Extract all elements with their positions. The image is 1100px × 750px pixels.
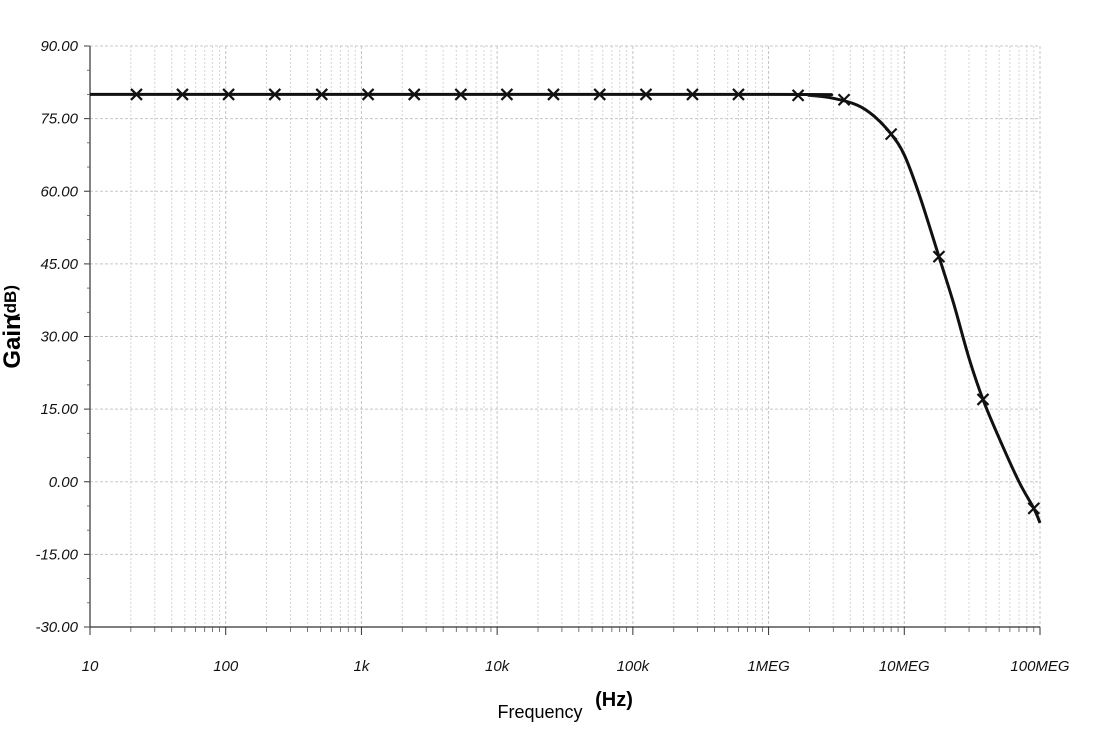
y-tick-label: 90.00 [40, 38, 78, 55]
marker-stroke [791, 89, 805, 102]
marker-stroke [315, 88, 329, 101]
marker-stroke [222, 88, 235, 101]
x-tick-label: 100k [617, 658, 651, 675]
data-point-marker [932, 250, 946, 263]
marker-layer [130, 88, 1041, 515]
y-axis-label: Gain [0, 315, 26, 368]
data-point-marker [361, 88, 375, 101]
marker-stroke [976, 393, 990, 406]
y-tick-label: 15.00 [40, 401, 78, 418]
x-axis-label: Frequency [497, 702, 582, 722]
marker-stroke [932, 250, 946, 263]
marker-stroke [639, 88, 653, 101]
x-tick-label: 10MEG [879, 658, 930, 675]
x-tick-label: 1MEG [747, 658, 790, 675]
marker-stroke [268, 88, 282, 101]
y-axis-unit: (dB) [1, 285, 20, 319]
data-point-marker [222, 88, 235, 101]
y-tick-label: 45.00 [40, 256, 78, 273]
marker-stroke [686, 88, 699, 101]
x-axis-unit: (Hz) [595, 689, 633, 711]
y-tick-label: 30.00 [40, 329, 78, 346]
data-point-marker [593, 88, 607, 101]
data-point-marker [268, 88, 282, 101]
x-tick-label: 100 [213, 658, 239, 675]
marker-stroke [500, 88, 514, 101]
y-tick-label: -30.00 [35, 619, 78, 636]
marker-stroke [732, 88, 745, 101]
y-tick-label: 0.00 [49, 474, 79, 491]
x-tick-labels: 10 100 1k 10k 100k 1MEG 10MEG 100MEG [82, 658, 1070, 675]
data-point-marker [176, 88, 189, 101]
y-tick-label: 60.00 [40, 183, 78, 200]
series-layer [89, 92, 1042, 524]
series-line [89, 92, 1042, 524]
data-point-marker [130, 88, 143, 101]
x-tick-label: 1k [354, 658, 371, 675]
data-point-marker [454, 88, 468, 101]
marker-stroke [1027, 502, 1041, 515]
axes [84, 45, 1041, 635]
data-point-marker [407, 88, 421, 101]
y-tick-label: 75.00 [40, 111, 78, 128]
marker-stroke [837, 93, 851, 107]
marker-stroke [407, 88, 421, 101]
data-point-marker [315, 88, 329, 101]
data-point-marker [547, 88, 560, 101]
marker-stroke [176, 88, 189, 101]
marker-stroke [547, 88, 560, 101]
x-tick-label: 10k [485, 658, 511, 675]
x-tick-label: 100MEG [1010, 658, 1070, 675]
data-point-marker [976, 393, 990, 406]
marker-stroke [130, 88, 143, 101]
data-point-marker [639, 88, 653, 101]
data-point-marker [732, 88, 745, 101]
data-point-marker [1027, 502, 1041, 515]
marker-stroke [454, 88, 468, 101]
y-tick-labels: 90.00 75.00 60.00 45.00 30.00 15.00 0.00 -15.00… [35, 38, 78, 636]
marker-stroke [884, 127, 898, 141]
marker-stroke [361, 88, 375, 101]
data-point-marker [500, 88, 514, 101]
data-point-marker [884, 127, 898, 141]
data-point-marker [791, 89, 805, 102]
y-tick-label: -15.00 [35, 546, 78, 563]
data-point-marker [686, 88, 699, 101]
data-point-marker [837, 93, 851, 107]
marker-stroke [593, 88, 607, 101]
x-tick-label: 10 [82, 658, 99, 675]
